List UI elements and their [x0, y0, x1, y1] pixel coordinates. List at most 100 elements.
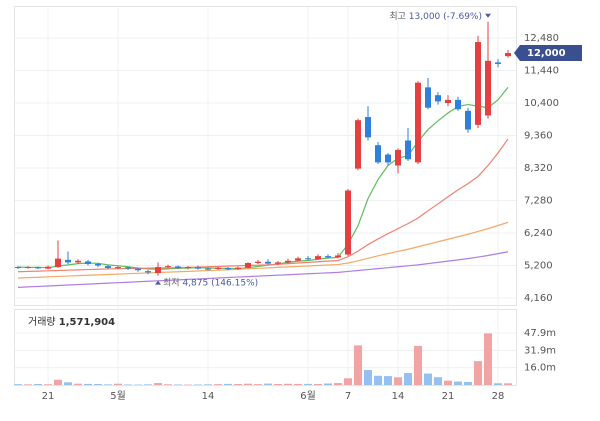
candle-body	[135, 268, 141, 271]
volume-bar	[314, 384, 322, 385]
volume-bar	[94, 384, 102, 385]
candle-body	[145, 271, 151, 273]
volume-bar	[274, 384, 282, 385]
volume-bar	[334, 383, 342, 385]
candle-body	[95, 263, 101, 266]
low-text: 4,875 (146.15%)	[182, 278, 258, 288]
high-text: 13,000 (-7.69%)	[409, 11, 482, 21]
candle-body	[255, 261, 261, 263]
candle-body	[495, 62, 501, 64]
candle-body	[155, 267, 161, 273]
candle-body	[425, 87, 431, 108]
volume-bar	[484, 333, 492, 385]
volume-bar	[424, 373, 432, 385]
volume-bar	[24, 384, 32, 385]
volume-bar	[154, 383, 162, 385]
candle-body	[455, 99, 461, 110]
candle-body	[195, 267, 201, 269]
candle-body	[275, 262, 281, 264]
candle-body	[235, 267, 241, 269]
volume-bar	[124, 384, 132, 385]
volume-bar	[354, 345, 362, 385]
high-label: 최고	[389, 10, 406, 21]
volume-bar	[294, 383, 302, 385]
candle-body	[225, 268, 231, 270]
volume-bar	[204, 384, 212, 385]
volume-bar	[214, 384, 222, 385]
y-tick-label: 8,320	[524, 163, 553, 174]
volume-bar	[304, 383, 312, 385]
high-annotation: 최고 13,000 (-7.69%)	[389, 10, 482, 21]
candle-body	[285, 260, 291, 263]
candle-body	[375, 145, 381, 163]
candle-body	[315, 256, 321, 260]
volume-value: 1,571,904	[59, 317, 115, 328]
price-panel	[14, 6, 517, 306]
volume-bar	[144, 384, 152, 385]
volume-bar	[284, 383, 292, 385]
candle-body	[185, 267, 191, 269]
candle-body	[115, 267, 121, 269]
low-annotation: 최저 4,875 (146.15%)	[163, 277, 258, 288]
candle-body	[295, 258, 301, 261]
moving-average-line	[17, 251, 509, 288]
volume-bar	[254, 384, 262, 385]
candle-body	[355, 120, 361, 169]
volume-title: 거래량 1,571,904	[28, 316, 115, 328]
volume-bar	[374, 375, 382, 385]
volume-bar	[414, 345, 422, 385]
volume-bar	[404, 373, 412, 385]
x-tick-label: 7	[345, 391, 351, 402]
candle-body	[105, 266, 111, 268]
low-marker	[155, 280, 161, 285]
volume-bar	[34, 384, 42, 385]
volume-bar	[464, 381, 472, 385]
y-tick-label: 11,440	[524, 66, 559, 77]
volume-bar	[504, 383, 512, 385]
candle-body	[485, 60, 491, 116]
y-tick-label: 9,360	[524, 131, 553, 142]
price-tag	[514, 45, 582, 61]
volume-bar	[364, 370, 372, 385]
y-tick-label: 12,480	[524, 33, 559, 44]
candle-body	[205, 268, 211, 270]
price-tag-label: 12,000	[527, 48, 566, 59]
y-tick-label: 4,160	[524, 293, 553, 304]
candle-body	[15, 267, 21, 269]
candle-body	[45, 266, 51, 269]
candle-body	[345, 190, 351, 255]
volume-bar	[84, 383, 92, 385]
candle-body	[445, 99, 451, 103]
y-tick-label: 6,240	[524, 228, 553, 239]
volume-bar	[114, 383, 122, 385]
candle-body	[245, 263, 251, 268]
candle-body	[475, 42, 481, 125]
volume-bar	[224, 383, 232, 385]
candle-body	[25, 267, 31, 269]
volume-bar	[384, 376, 392, 385]
volume-bar	[434, 377, 442, 385]
candle-body	[265, 261, 271, 264]
volume-bar	[14, 384, 22, 385]
low-label: 최저	[163, 277, 180, 288]
candle-body	[65, 259, 71, 263]
high-marker	[485, 13, 491, 18]
candle-body	[85, 261, 91, 264]
y-tick-label: 31.9m	[524, 345, 556, 356]
moving-average-line	[17, 87, 509, 270]
moving-average-line	[17, 221, 509, 279]
volume-bar	[444, 380, 452, 385]
candle-body	[395, 149, 401, 166]
y-tick-label: 16.0m	[524, 363, 556, 374]
y-tick-label: 5,200	[524, 261, 553, 272]
candle-body	[365, 117, 371, 138]
candle-body	[55, 258, 61, 268]
volume-bar	[104, 384, 112, 385]
volume-bar	[324, 383, 332, 385]
volume-bar	[454, 381, 462, 385]
candle-body	[75, 260, 81, 263]
volume-bar	[474, 361, 482, 385]
x-tick-label: 14	[392, 391, 405, 402]
